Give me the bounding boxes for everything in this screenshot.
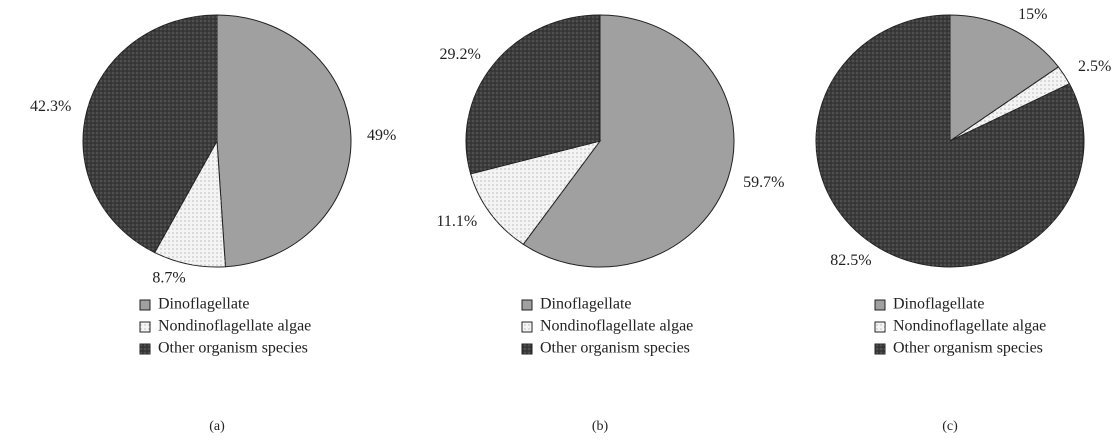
value-label: 8.7% (152, 270, 185, 287)
legend-label: Dinoflagellate (893, 296, 985, 313)
slice-texture (83, 15, 218, 253)
legend-texture (140, 344, 150, 354)
value-label: 49% (367, 127, 396, 144)
legend-label: Other organism species (540, 340, 690, 357)
pie-slice (522, 14, 735, 268)
legend-label: Dinoflagellate (540, 296, 632, 313)
value-label: 2.5% (1078, 58, 1111, 75)
legend-swatch (874, 299, 886, 311)
legend-label: Nondinoflagellate algae (893, 318, 1046, 335)
legend-label: Nondinoflagellate algae (158, 318, 311, 335)
legend-texture (875, 344, 885, 354)
value-label: 82.5% (830, 252, 871, 269)
subtitle: (c) (942, 419, 958, 434)
slice-texture (950, 66, 1070, 141)
legend-texture (522, 322, 532, 332)
legend-label: Other organism species (893, 340, 1043, 357)
legend-texture (875, 322, 885, 332)
slice-texture (154, 141, 226, 267)
pie-slice (216, 14, 352, 268)
legend-swatch (139, 299, 151, 311)
legend-texture (140, 322, 150, 332)
value-label: 15% (1018, 6, 1047, 23)
slice-texture (465, 15, 600, 174)
subtitle: (a) (209, 419, 225, 434)
legend-label: Other organism species (158, 340, 308, 357)
slice-texture (470, 141, 600, 245)
slice-texture (815, 15, 1084, 267)
value-label: 11.1% (436, 213, 477, 230)
legend-label: Nondinoflagellate algae (540, 318, 693, 335)
legend-label: Dinoflagellate (158, 296, 250, 313)
value-label: 59.7% (743, 174, 784, 191)
pie-slice (949, 14, 1060, 142)
value-label: 29.2% (440, 46, 481, 63)
value-label: 42.3% (30, 98, 71, 115)
legend-swatch (521, 299, 533, 311)
subtitle: (b) (592, 419, 609, 434)
legend-texture (522, 344, 532, 354)
